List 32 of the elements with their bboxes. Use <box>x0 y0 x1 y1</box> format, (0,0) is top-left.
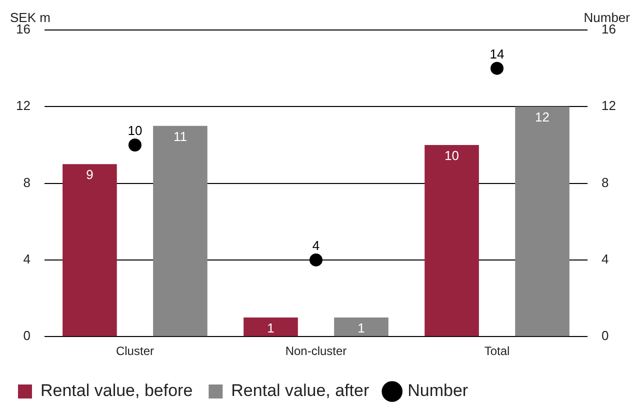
y2-tick-label: 4 <box>602 252 609 267</box>
bar <box>334 317 388 336</box>
y2-tick-label: 8 <box>602 174 609 190</box>
x-tick-label: Total <box>484 344 510 358</box>
legend-label: Number <box>408 381 468 400</box>
data-label: 1 <box>267 320 274 336</box>
y-tick-label: 12 <box>16 98 30 114</box>
data-label: 9 <box>86 167 94 182</box>
data-label: 10 <box>444 148 460 164</box>
data-label: 1 <box>358 320 365 336</box>
y2-tick-label: 0 <box>602 328 609 344</box>
point <box>128 138 142 152</box>
y-tick-label: 4 <box>23 252 30 267</box>
y-tick-label: 8 <box>23 174 30 190</box>
bar <box>153 126 208 336</box>
bar <box>424 144 479 336</box>
legend-label: Rental value, before <box>40 381 193 400</box>
legend-label: Rental value, after <box>231 381 370 400</box>
bar <box>62 164 117 336</box>
x-tick-label: Cluster <box>116 344 154 358</box>
y-tick-label: 0 <box>23 328 30 344</box>
point <box>310 253 322 266</box>
bar <box>244 317 298 336</box>
data-label: 10 <box>128 123 142 138</box>
point <box>490 62 504 75</box>
data-label: 4 <box>312 238 320 254</box>
bar <box>515 106 570 336</box>
data-label: 12 <box>535 110 550 125</box>
data-label: 11 <box>173 128 187 144</box>
x-tick-label: Non-cluster <box>285 344 347 358</box>
y2-tick-label: 12 <box>602 98 616 114</box>
data-label: 14 <box>490 46 504 62</box>
